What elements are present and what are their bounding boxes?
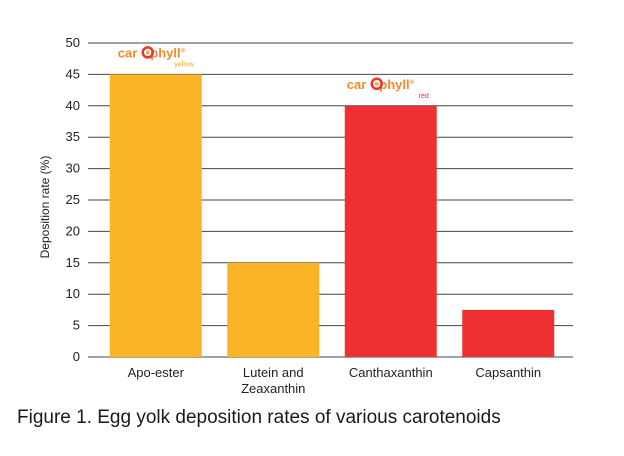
y-tick-label: 5 [73, 318, 80, 333]
y-tick-label: 40 [66, 98, 80, 113]
logo-subtext: yellow [174, 61, 194, 68]
logo-dot-icon [374, 81, 379, 86]
bar [344, 105, 437, 357]
bar [227, 262, 320, 357]
bar-chart: 0 5 10 15 20 25 30 35 40 45 50 Apo-ester Lutein and… [38, 35, 573, 396]
y-tick-label: 50 [66, 35, 80, 50]
x-tick-label: Lutein and [243, 365, 304, 380]
bar [109, 74, 202, 358]
x-tick-label: Apo-ester [128, 365, 185, 380]
y-tick-label: 25 [66, 192, 80, 207]
carophyll-logo: car phyll® red [347, 77, 429, 100]
x-tick-label: Canthaxanthin [349, 365, 433, 380]
x-tick-label: Zeaxanthin [241, 381, 305, 396]
y-tick-label: 35 [66, 129, 80, 144]
logo-text: car phyll® [118, 45, 186, 60]
logo-text: car phyll® [347, 77, 415, 92]
y-tick-label: 20 [66, 223, 80, 238]
logo-dot-icon [145, 50, 150, 55]
x-tick-label: Capsanthin [475, 365, 541, 380]
y-tick-label: 10 [66, 286, 80, 301]
y-tick-label: 0 [73, 349, 80, 364]
bars [109, 74, 555, 358]
y-tick-label: 30 [66, 161, 80, 176]
logo-swirl-icon [141, 46, 154, 59]
logo-subtext: red [419, 93, 429, 100]
bar [462, 309, 555, 357]
y-tick-label: 45 [66, 66, 80, 81]
carophyll-logo: car phyll®yellow [118, 45, 195, 68]
figure-caption: Figure 1. Egg yolk deposition rates of v… [17, 407, 501, 428]
y-tick-label: 15 [66, 255, 80, 270]
logo-swirl-icon [370, 77, 383, 91]
y-axis: 0 5 10 15 20 25 30 35 40 45 50 [66, 35, 80, 364]
y-axis-title: Deposition rate (%) [38, 156, 52, 259]
